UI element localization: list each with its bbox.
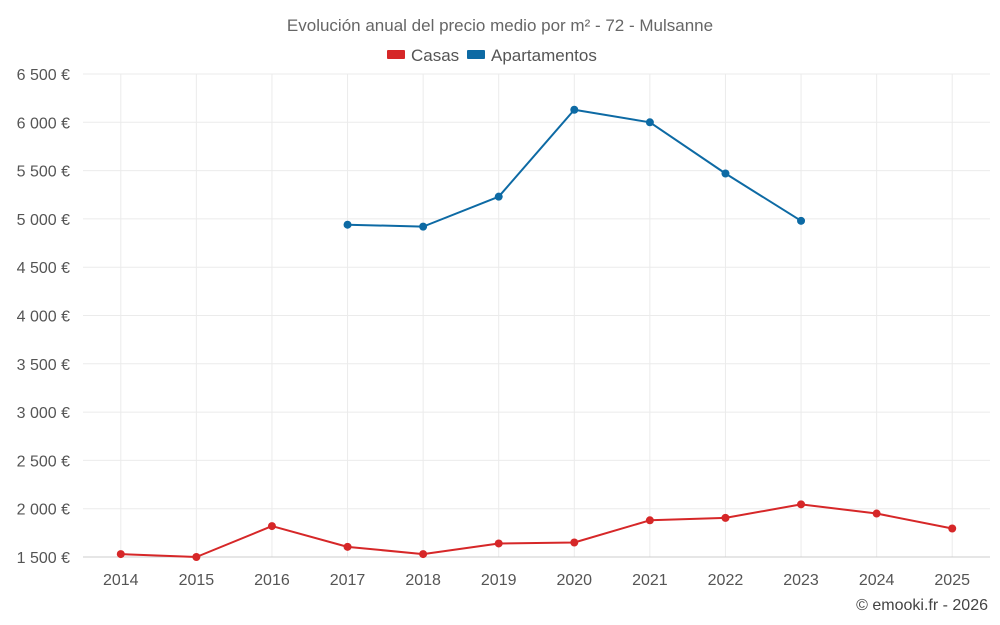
y-tick-label: 1 500 € — [17, 550, 70, 567]
x-tick-label: 2017 — [330, 572, 366, 589]
y-tick-label: 3 500 € — [17, 357, 70, 374]
data-point-apartamentos[interactable] — [645, 118, 654, 127]
x-tick-label: 2023 — [783, 572, 819, 589]
data-point-casas[interactable] — [192, 553, 201, 561]
data-point-casas[interactable] — [494, 539, 503, 548]
y-tick-label: 3 000 € — [17, 405, 70, 422]
data-point-apartamentos[interactable] — [570, 105, 579, 114]
legend-swatch-apartamentos — [467, 50, 485, 59]
series-apartamentos — [343, 105, 806, 231]
x-tick-label: 2016 — [254, 572, 290, 589]
x-tick-label: 2021 — [632, 572, 668, 589]
x-tick-label: 2018 — [405, 572, 441, 589]
data-point-apartamentos[interactable] — [721, 169, 730, 178]
data-point-casas[interactable] — [721, 513, 730, 522]
data-point-casas[interactable] — [343, 542, 352, 551]
data-point-apartamentos[interactable] — [797, 216, 806, 225]
legend-swatch-casas — [387, 50, 405, 59]
data-point-casas[interactable] — [419, 550, 428, 559]
y-tick-label: 4 500 € — [17, 260, 70, 277]
data-point-apartamentos[interactable] — [343, 220, 352, 229]
y-tick-label: 6 000 € — [17, 115, 70, 132]
legend-item-casas[interactable]: Casas — [387, 46, 459, 65]
series-line-casas — [120, 503, 953, 558]
y-tick-label: 4 000 € — [17, 309, 70, 326]
data-point-casas[interactable] — [872, 509, 881, 518]
data-point-casas[interactable] — [267, 522, 276, 531]
series-casas — [116, 500, 957, 561]
legend: Casas Apartamentos — [387, 46, 597, 65]
x-tick-label: 2025 — [934, 572, 970, 589]
credit-text: © emooki.fr - 2026 — [856, 597, 988, 614]
y-tick-label: 2 000 € — [17, 502, 70, 519]
x-tick-label: 2022 — [708, 572, 744, 589]
axes: 1 500 € 2 000 € 2 500 € 3 000 € 3 500 € 4 000… — [17, 67, 990, 589]
y-tick-label: 5 500 € — [17, 164, 70, 181]
x-tick-label: 2015 — [179, 572, 215, 589]
legend-item-apartamentos[interactable]: Apartamentos — [467, 46, 597, 65]
data-point-casas[interactable] — [116, 550, 125, 559]
data-point-casas[interactable] — [797, 500, 806, 509]
chart-title: Evolución anual del precio medio por m² … — [287, 16, 713, 35]
data-point-casas[interactable] — [948, 524, 957, 533]
grid — [83, 73, 990, 558]
series-layer — [116, 105, 957, 561]
legend-label-casas: Casas — [411, 46, 459, 65]
data-point-casas[interactable] — [570, 538, 579, 547]
x-tick-label: 2019 — [481, 572, 517, 589]
x-tick-label: 2024 — [859, 572, 895, 589]
data-point-apartamentos[interactable] — [494, 192, 503, 201]
data-point-apartamentos[interactable] — [419, 222, 428, 231]
legend-label-apartamentos: Apartamentos — [491, 46, 597, 65]
y-tick-label: 2 500 € — [17, 453, 70, 470]
y-tick-label: 5 000 € — [17, 212, 70, 229]
x-tick-label: 2014 — [103, 572, 139, 589]
y-tick-label: 6 500 € — [17, 67, 70, 84]
x-tick-label: 2020 — [556, 572, 592, 589]
data-point-casas[interactable] — [645, 516, 654, 525]
